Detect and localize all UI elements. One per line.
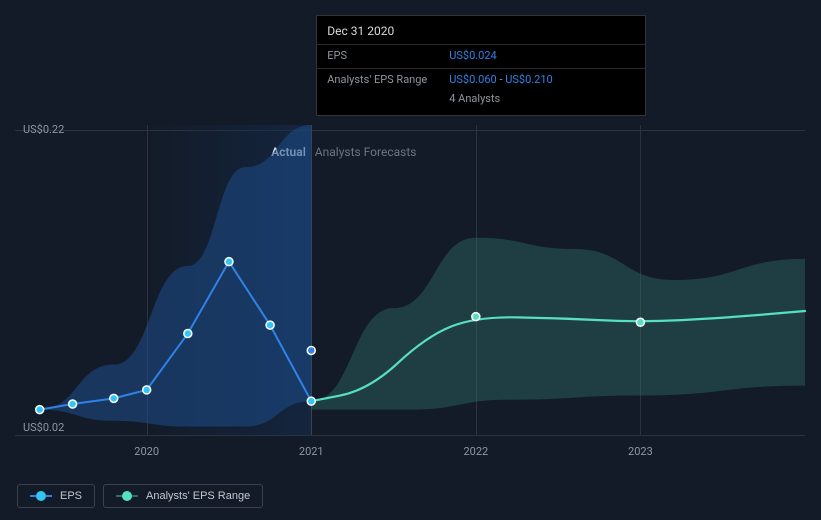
tooltip-value: US$0.024 [449,49,496,62]
tooltip-date: Dec 31 2020 [317,16,645,45]
tooltip-label: Analysts' EPS Range [327,73,449,86]
legend-item-eps[interactable]: EPS [17,484,95,508]
tooltip-row: Analysts' EPS Range US$0.060 - US$0.210 [317,69,645,90]
chart-tooltip: Dec 31 2020 EPS US$0.024 Analysts' EPS R… [316,15,646,116]
x-axis-label: 2021 [299,445,324,458]
tooltip-range-low: US$0.060 [449,73,496,86]
tooltip-range-dash: - [497,73,506,86]
x-axis-label: 2020 [134,445,159,458]
tooltip-subtext: 4 Analysts [317,90,645,115]
legend-label: Analysts' EPS Range [146,490,250,502]
legend-swatch [116,491,138,501]
eps-chart[interactable]: US$0.22 US$0.02 Actual Analysts Forecast… [15,125,805,460]
tooltip-row: EPS US$0.024 [317,45,645,69]
tooltip-range-high: US$0.210 [505,73,552,86]
legend: EPS Analysts' EPS Range [17,484,263,508]
tooltip-range-value: US$0.060 - US$0.210 [449,73,552,86]
legend-swatch [30,491,52,501]
legend-label: EPS [60,490,82,502]
x-axis [15,435,805,436]
x-axis-label: 2022 [463,445,488,458]
legend-item-range[interactable]: Analysts' EPS Range [103,484,263,508]
x-axis-label: 2023 [628,445,653,458]
chart-canvas [15,125,805,435]
tooltip-label: EPS [327,49,449,62]
